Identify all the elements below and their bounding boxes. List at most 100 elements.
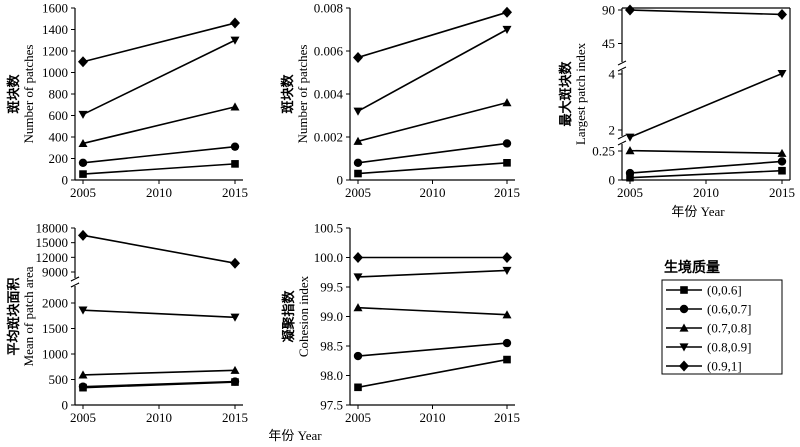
y-tick-label: 200 xyxy=(49,151,69,166)
y-tick-label: 18000 xyxy=(36,221,69,236)
legend-title: 生境质量 xyxy=(664,259,720,276)
y-axis-label-en: Number of patches xyxy=(21,45,36,144)
y-axis-label-cn: 最大斑块数 xyxy=(558,61,573,127)
data-point xyxy=(353,51,363,63)
y-tick-label: 1200 xyxy=(42,44,68,59)
legend-marker xyxy=(680,286,688,294)
data-point xyxy=(230,17,240,29)
series-line xyxy=(357,358,508,389)
data-point xyxy=(78,56,88,68)
series-line xyxy=(82,22,236,63)
data-point xyxy=(78,370,88,379)
y-axis-label-en: Number of patches xyxy=(295,45,310,144)
series-line xyxy=(82,369,236,376)
x-tick-label: 2010 xyxy=(693,185,719,200)
data-point xyxy=(777,157,787,166)
legend: 生境质量 (0,0.6] (0.6,0.7] (0.7,0.8] (0.8,0.9] (… xyxy=(661,259,783,375)
x-tick-label: 2005 xyxy=(345,185,371,200)
y-tick-label: 45 xyxy=(602,36,615,51)
data-point xyxy=(78,382,88,391)
y-tick-label: 0 xyxy=(62,398,69,413)
axis-break-mark xyxy=(70,282,80,288)
axis-break-gap xyxy=(619,136,625,144)
y-tick-label: 0 xyxy=(609,173,616,188)
y-tick-label: 1000 xyxy=(42,347,68,362)
y-tick-label: 0 xyxy=(62,173,69,188)
y-axis-label-en: Cohesion index xyxy=(296,275,311,357)
series-line xyxy=(82,39,236,116)
x-axis-label-bottom: 年份 Year xyxy=(268,428,322,443)
data-point xyxy=(353,136,363,145)
data-point xyxy=(78,229,88,241)
series-line xyxy=(82,309,236,319)
data-point xyxy=(625,146,635,155)
y-tick-label: 1500 xyxy=(42,321,68,336)
y-tick-label: 1000 xyxy=(42,65,68,80)
y-tick-label: 2 xyxy=(609,123,616,138)
x-tick-label: 2015 xyxy=(222,185,248,200)
legend-frame xyxy=(661,279,783,375)
x-tick-label: 2015 xyxy=(494,185,520,200)
data-point xyxy=(353,303,363,312)
legend-label: (0.6,0.7] xyxy=(707,302,751,317)
data-point xyxy=(502,98,512,107)
series-line xyxy=(629,149,783,155)
x-tick-label: 2010 xyxy=(420,410,446,425)
x-tick-label: 2010 xyxy=(146,185,172,200)
y-tick-label: 0.002 xyxy=(314,130,343,145)
data-point xyxy=(354,383,362,392)
y-axis-label-cn: 斑块数 xyxy=(6,74,21,114)
series-line xyxy=(82,234,236,264)
y-tick-label: 15000 xyxy=(36,235,69,250)
x-tick-label: 2005 xyxy=(617,185,643,200)
data-point xyxy=(353,252,363,263)
axis-break-mark xyxy=(617,60,627,66)
data-point xyxy=(502,139,512,148)
y-tick-label: 90 xyxy=(602,3,615,18)
series-line xyxy=(357,342,508,357)
series-line xyxy=(357,306,508,316)
data-point xyxy=(502,6,512,18)
y-tick-label: 800 xyxy=(49,87,69,102)
data-point xyxy=(626,173,634,182)
series-line xyxy=(629,72,783,138)
series-line xyxy=(82,163,236,175)
y-tick-label: 99.0 xyxy=(320,309,343,324)
y-axis-label-en: Largest patch index xyxy=(573,42,588,145)
y-tick-label: 0.008 xyxy=(314,1,343,16)
axis-break-gap xyxy=(619,62,625,70)
y-tick-label: 0.006 xyxy=(314,44,344,59)
chart-panel-2: 0 0.002 0.004 0.006 0.008 2005 2010 2015 斑块数 Numb… xyxy=(280,1,520,201)
x-tick-label: 2010 xyxy=(420,185,446,200)
legend-marker xyxy=(679,360,689,372)
y-tick-label: 1600 xyxy=(42,1,68,16)
data-point xyxy=(625,133,635,142)
legend-label: (0,0.6] xyxy=(707,283,742,298)
y-tick-label: 9000 xyxy=(42,265,68,280)
data-point xyxy=(502,25,512,34)
y-tick-label: 0 xyxy=(337,173,344,188)
data-point xyxy=(503,159,511,167)
axis-break-mark xyxy=(617,134,627,140)
x-tick-label: 2005 xyxy=(345,410,371,425)
y-tick-label: 100.0 xyxy=(314,250,343,265)
axis-break-mark xyxy=(617,140,627,146)
x-tick-label: 2010 xyxy=(146,410,172,425)
data-point xyxy=(777,8,787,20)
y-tick-label: 0.25 xyxy=(592,144,615,159)
y-tick-label: 97.5 xyxy=(320,398,343,413)
series-line xyxy=(82,145,236,164)
y-tick-label: 98.0 xyxy=(320,368,343,383)
y-tick-label: 98.5 xyxy=(320,339,343,354)
y-tick-label: 99.5 xyxy=(320,280,343,295)
data-point xyxy=(79,170,87,178)
data-point xyxy=(230,257,240,269)
data-point xyxy=(78,138,88,148)
data-point xyxy=(230,365,240,374)
y-tick-label: 500 xyxy=(49,372,69,387)
data-point xyxy=(777,148,787,157)
data-point xyxy=(503,355,511,364)
y-axis-label-cn: 平均斑块面积 xyxy=(6,277,21,355)
